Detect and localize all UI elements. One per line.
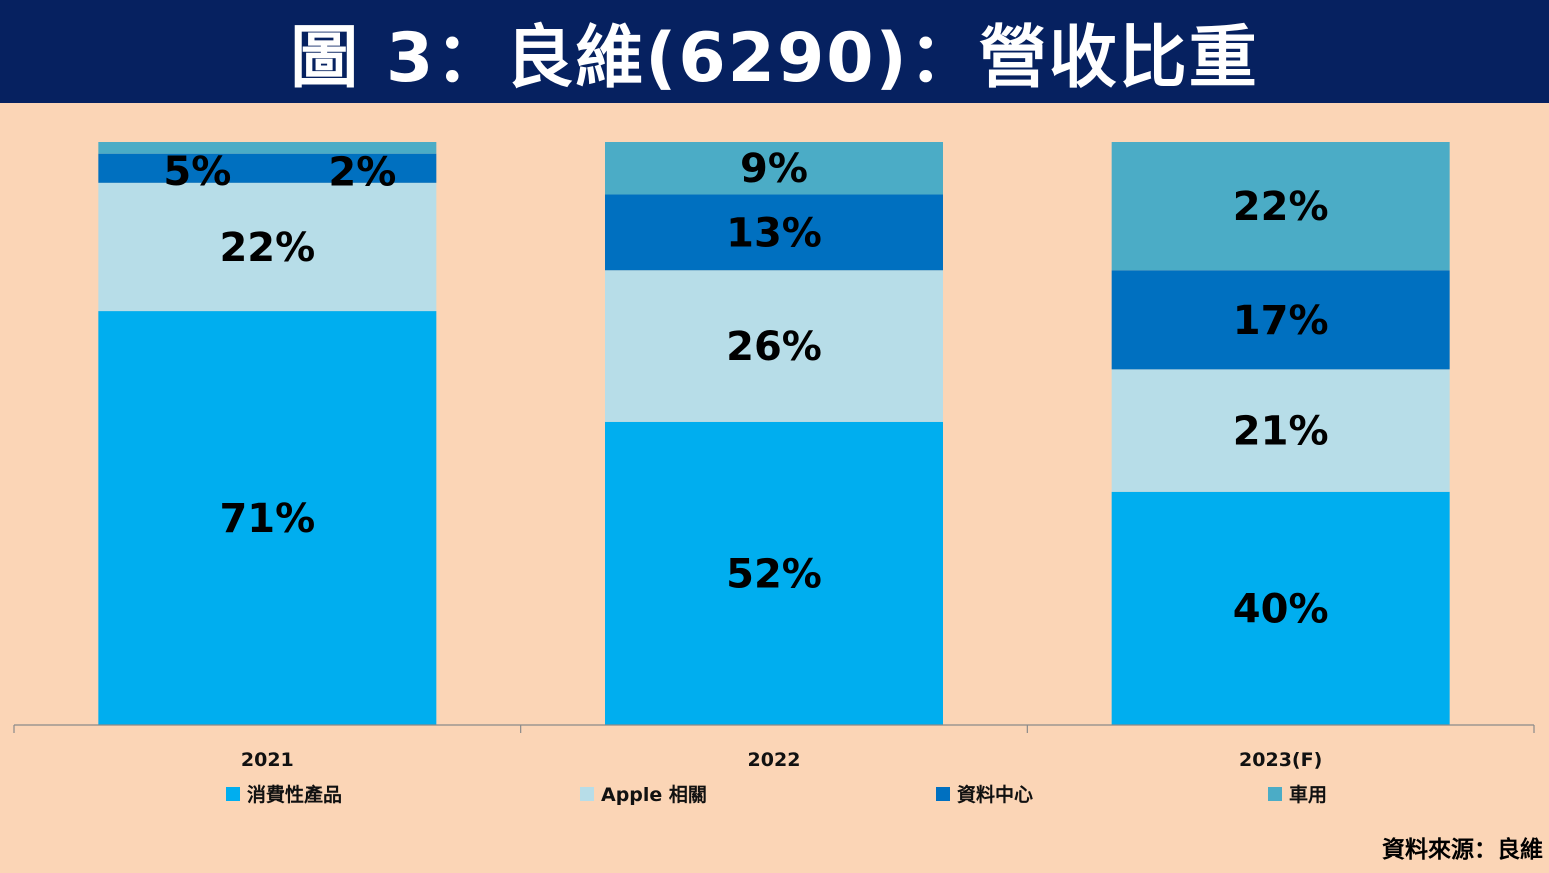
legend-label-2: 資料中心 (957, 784, 1034, 806)
x-axis: 2021 2022 2023(F) (13, 724, 1535, 771)
x-tick-label-2023(F): 2023(F) (1239, 749, 1322, 771)
title-bar: 圖 3：良維(6290)：營收比重 (0, 0, 1549, 103)
bar-segment-2023(F)-1 (1111, 369, 1450, 492)
legend-swatch-2 (936, 786, 950, 801)
data-label-2023(F)-2: 17% (1233, 298, 1329, 344)
data-label-2022-1: 26% (726, 324, 822, 370)
bar-segment-2023(F)-0 (1111, 491, 1450, 725)
bar-segment-2022-0 (605, 421, 943, 725)
legend-label-1: Apple 相關 (601, 784, 707, 806)
legend-item-3: 車用 (1268, 780, 1327, 807)
source-note: 資料來源：良維 (1382, 837, 1543, 863)
bar-segment-2021-3 (98, 142, 437, 154)
bar-segment-2021-1 (98, 182, 437, 312)
legend: 消費性產品 Apple 相關 資料中心 車用 (0, 780, 1549, 810)
data-labels-layer: 71% 22% 5% 2% 52% 26% 13% 9% 40% 21% 17% 22% (163, 146, 1328, 632)
bar-segment-2022-1 (605, 270, 943, 422)
legend-swatch-3 (1268, 786, 1282, 801)
legend-item-1: Apple 相關 (580, 780, 707, 807)
data-label-2023(F)-1: 21% (1233, 409, 1329, 455)
bar-segment-2022-2 (605, 194, 943, 271)
legend-label-0: 消費性產品 (247, 784, 343, 806)
legend-swatch-0 (226, 786, 240, 801)
data-label-2021-0: 71% (219, 496, 315, 542)
data-label-2023(F)-3: 22% (1233, 184, 1329, 230)
bar-segment-2021-2 (98, 153, 437, 183)
data-label-2021-1: 22% (219, 225, 315, 271)
x-tick-label-2022: 2022 (748, 749, 801, 771)
legend-swatch-1 (580, 786, 594, 801)
x-tick-label-2021: 2021 (241, 749, 294, 771)
legend-item-0: 消費性產品 (226, 780, 342, 807)
bar-segment-2023(F)-3 (1111, 142, 1450, 271)
data-label-2022-2: 13% (726, 210, 822, 256)
bar-segment-2022-3 (605, 142, 943, 195)
bar-segment-2023(F)-2 (1111, 270, 1450, 370)
data-label-2021-3: 2% (328, 150, 396, 196)
bars-layer (98, 142, 1450, 725)
legend-label-3: 車用 (1289, 784, 1328, 806)
legend-item-2: 資料中心 (936, 780, 1033, 807)
bar-segment-2021-0 (98, 311, 437, 725)
data-label-2023(F)-0: 40% (1233, 586, 1329, 632)
data-label-2022-0: 52% (726, 551, 822, 597)
data-label-2021-2: 5% (163, 149, 231, 195)
chart-title: 圖 3：良維(6290)：營收比重 (290, 19, 1259, 98)
data-label-2022-3: 9% (740, 146, 808, 192)
